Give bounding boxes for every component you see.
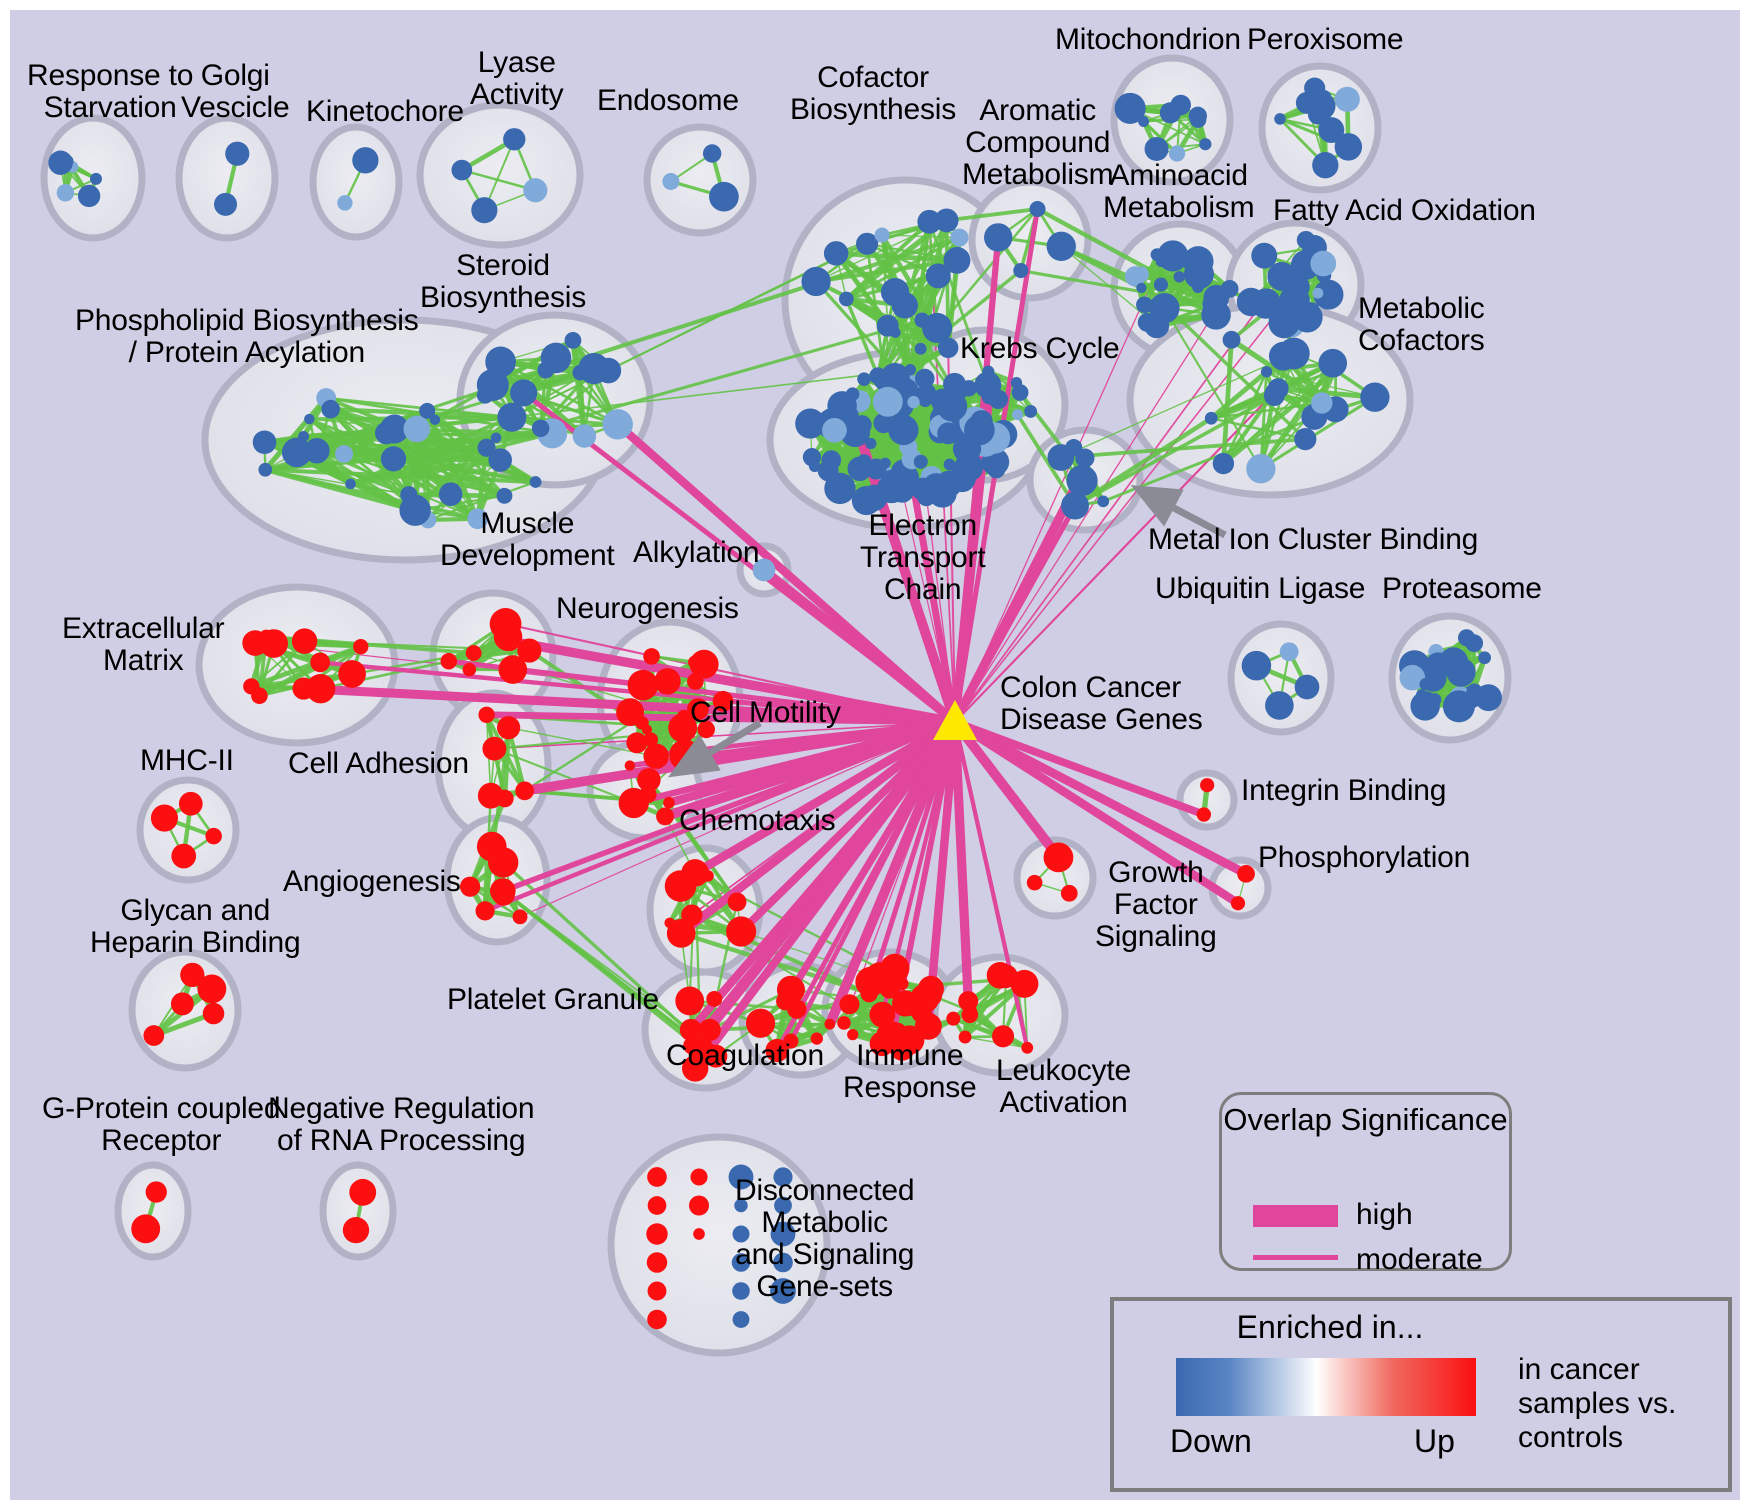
legend-swatch-moderate (1253, 1255, 1338, 1260)
cluster-label-aromatic-compound-metabolism: Aromatic Compound Metabolism (962, 94, 1114, 192)
cluster-label-metabolic-cofactors: Metabolic Cofactors (1358, 292, 1485, 358)
legend-side-text: in cancer samples vs. controls (1518, 1353, 1677, 1454)
cluster-label-coagulation: Coagulation (666, 1039, 824, 1072)
cluster-label-muscle-development: Muscle Development (440, 507, 615, 573)
cluster-label-leukocyte-activation: Leukocyte Activation (996, 1054, 1131, 1120)
cluster-label-alkylation: Alkylation (633, 536, 760, 569)
cluster-label-kinetochore: Kinetochore (306, 95, 464, 128)
cluster-label-platelet-granule: Platelet Granule (447, 983, 659, 1016)
cluster-label-phospholipid-biosynthesis: Phospholipid Biosynthesis / Protein Acyl… (75, 304, 419, 370)
cluster-label-integrin-binding: Integrin Binding (1241, 774, 1447, 807)
legend-label-up: Up (1414, 1423, 1455, 1459)
legend-label-down: Down (1170, 1423, 1252, 1459)
legend-overlap-title: Overlap Significance (1223, 1102, 1508, 1137)
cluster-label-g-protein-coupled-receptor: G-Protein coupled Receptor (42, 1092, 281, 1158)
cluster-label-response-to-starvation: Response to Starvation (27, 59, 194, 125)
legend-overlap-significance: Overlap Significance high moderate (1219, 1092, 1512, 1276)
cluster-label-endosome: Endosome (597, 84, 739, 117)
cluster-label-krebs-cycle: Krebs Cycle (960, 332, 1120, 365)
legend-enriched-in: Enriched in... Down Up in cancer samples… (1110, 1297, 1732, 1492)
legend-colorbar (1176, 1358, 1476, 1416)
cluster-label-chemotaxis: Chemotaxis (679, 804, 836, 837)
cluster-label-growth-factor-signaling: Growth Factor Signaling (1095, 856, 1217, 954)
cluster-label-negative-regulation-rna: Negative Regulation of RNA Processing (268, 1092, 535, 1158)
callout-arrows (667, 485, 1227, 778)
cluster-label-extracellular-matrix: Extracellular Matrix (62, 612, 225, 678)
cluster-label-cell-adhesion: Cell Adhesion (288, 747, 469, 780)
cluster-label-aminoacid-metabolism: Aminoacid Metabolism (1103, 159, 1255, 225)
cluster-label-mhc-ii: MHC-II (140, 744, 234, 777)
cluster-label-lyase-activity: Lyase Activity (470, 46, 564, 112)
hub-label-colon-cancer-disease-genes: Colon Cancer Disease Genes (1000, 671, 1203, 737)
cluster-label-mitochondrion: Mitochondrion (1055, 23, 1241, 56)
hub-node-colon-cancer-disease-genes[interactable] (933, 700, 977, 741)
cluster-label-proteasome: Proteasome (1382, 572, 1542, 605)
cluster-label-phosphorylation: Phosphorylation (1258, 841, 1471, 874)
legend-label-moderate: moderate (1356, 1243, 1483, 1276)
cluster-label-cofactor-biosynthesis: Cofactor Biosynthesis (790, 61, 957, 127)
cluster-label-fatty-acid-oxidation: Fatty Acid Oxidation (1273, 194, 1536, 227)
cluster-label-disconnected-gene-sets: Disconnected Metabolic and Signaling Gen… (735, 1174, 915, 1304)
legend-enriched-title: Enriched in... (1236, 1309, 1424, 1345)
cluster-label-cell-motility: Cell Motility (690, 696, 841, 729)
cluster-label-immune-response: Immune Response (843, 1039, 977, 1105)
cluster-label-steroid-biosynthesis: Steroid Biosynthesis (420, 249, 587, 315)
cluster-label-golgi-vescicle: Golgi Vescicle (181, 59, 290, 125)
gene-set-nodes (48, 77, 1502, 1330)
cluster-label-ubiquitin-ligase: Ubiquitin Ligase (1155, 572, 1366, 605)
cluster-label-electron-transport-chain: Electron Transport Chain (860, 509, 986, 607)
cluster-label-glycan-heparin-binding: Glycan and Heparin Binding (90, 894, 301, 960)
legend-label-high: high (1356, 1198, 1413, 1231)
cluster-label-neurogenesis: Neurogenesis (556, 592, 739, 625)
cluster-label-angiogenesis: Angiogenesis (283, 865, 461, 898)
cluster-label-metal-ion-cluster-binding: Metal Ion Cluster Binding (1148, 523, 1479, 556)
cluster-label-peroxisome: Peroxisome (1247, 23, 1404, 56)
legend-swatch-high (1253, 1205, 1338, 1227)
